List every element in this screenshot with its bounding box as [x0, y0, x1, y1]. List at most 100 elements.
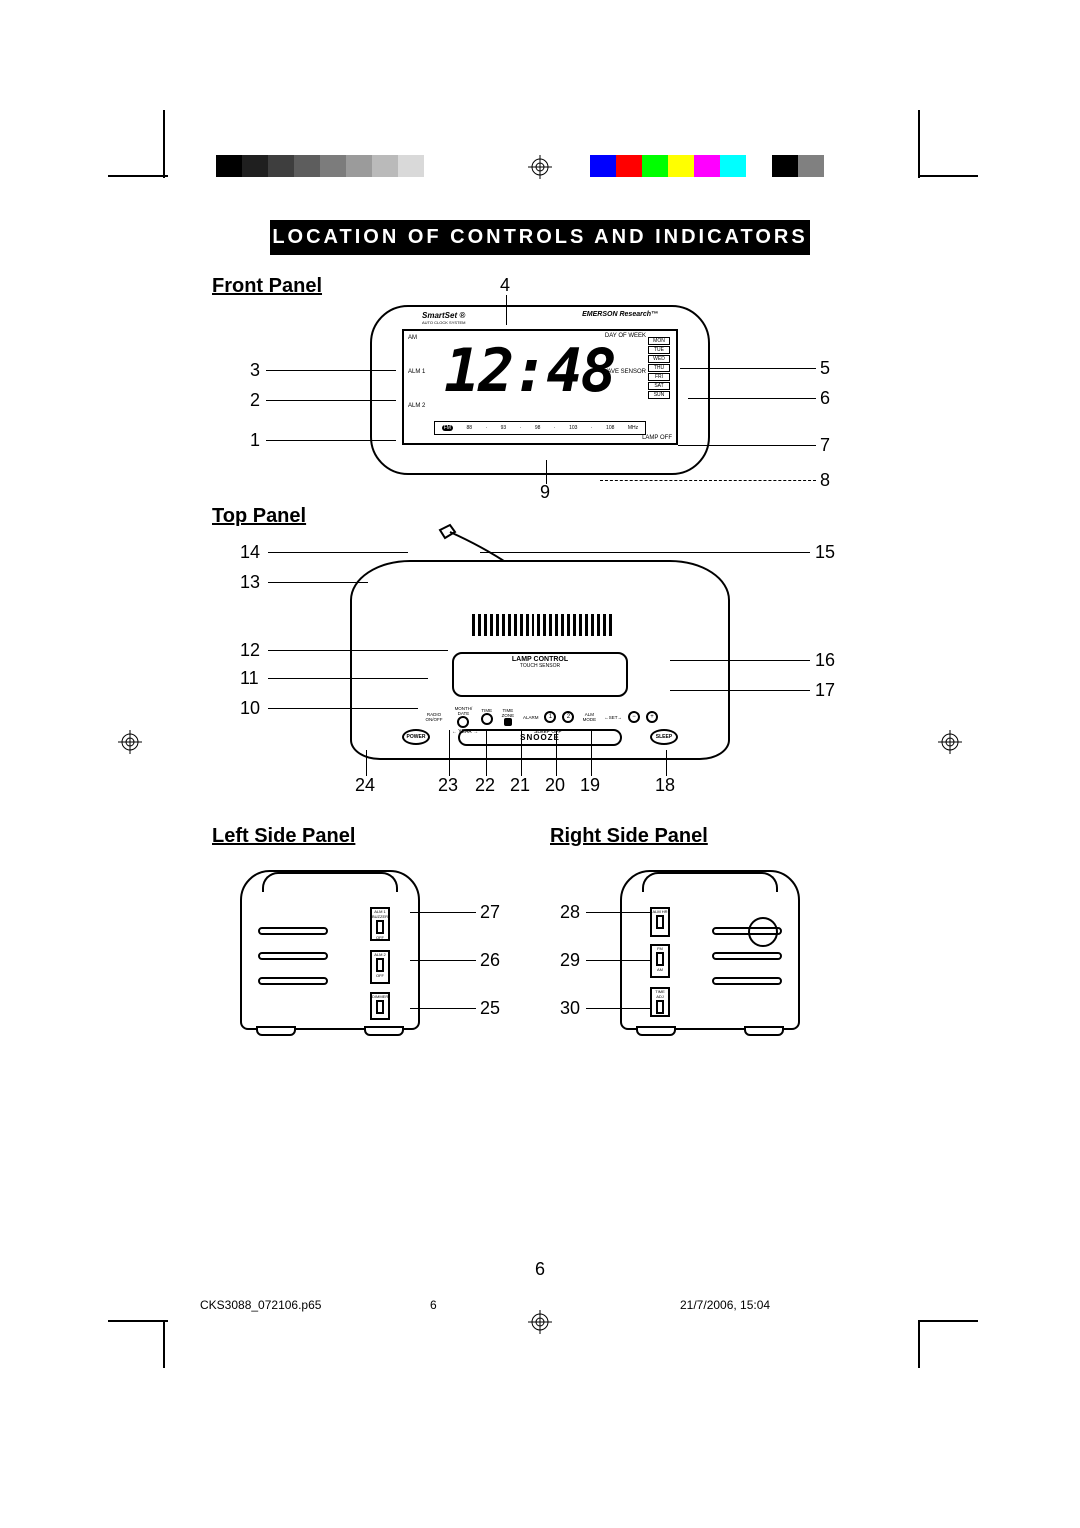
callout: 17 — [815, 680, 835, 701]
switch-timeadj: TIME ADJ — [650, 987, 670, 1017]
callout: 9 — [540, 482, 550, 503]
crop-mark — [918, 175, 978, 177]
leader — [586, 912, 652, 913]
leader — [688, 398, 816, 399]
leader — [266, 400, 396, 401]
switch-alm1: ALM 1 BUZZER OFF — [370, 907, 390, 941]
snooze-row: POWER SNOOZE SLEEP — [402, 726, 678, 748]
callout: 29 — [560, 950, 580, 971]
day-header: DAY OF WEEK — [605, 333, 646, 339]
callout: 18 — [655, 775, 675, 796]
switch-almhr: ALM HR — [650, 907, 670, 937]
am-indicator: AM — [408, 335, 417, 341]
callout: 24 — [355, 775, 375, 796]
leader — [678, 445, 816, 446]
lbl: RADIO ON/OFF — [422, 712, 446, 722]
fm-pill: FM — [442, 425, 453, 431]
switch-band: FM AM — [650, 944, 670, 978]
power-button: POWER — [402, 729, 430, 745]
callout: 14 — [240, 542, 260, 563]
calibration-graybar — [216, 155, 450, 177]
callout: 13 — [240, 572, 260, 593]
leader — [666, 750, 667, 776]
switch-alm2: ALM 2 OFF — [370, 950, 390, 984]
days-column: MONTUEWEDTHUFRISATSUN — [648, 337, 670, 399]
callout: 15 — [815, 542, 835, 563]
callout: 1 — [250, 430, 260, 451]
callout: 11 — [240, 668, 259, 689]
leader — [521, 730, 522, 776]
frequency-bar: FM 88 · 93 · 98 · 103 · 108 MHz — [434, 421, 646, 435]
leader-dashed — [600, 480, 816, 481]
leader — [670, 660, 810, 661]
leader — [366, 750, 367, 776]
footer-filename: CKS3088_072106.p65 — [200, 1298, 321, 1312]
brand-text: SmartSet ® — [422, 311, 465, 320]
freq: 93 — [501, 425, 507, 431]
callout: 26 — [480, 950, 500, 971]
lbl: ALARM — [523, 715, 539, 720]
lbl: ←SET→ — [604, 715, 622, 720]
leader — [586, 960, 652, 961]
callout: 5 — [820, 358, 830, 379]
crop-mark — [163, 110, 165, 178]
leader — [268, 650, 448, 651]
freq: 108 — [606, 425, 614, 431]
speaker-grille — [472, 614, 612, 636]
callout: 4 — [500, 275, 510, 296]
footer-page: 6 — [430, 1298, 437, 1312]
leader — [268, 708, 418, 709]
callout: 12 — [240, 640, 260, 661]
leader — [480, 552, 810, 553]
registration-mark — [118, 730, 142, 754]
leader — [556, 730, 557, 776]
callout: 22 — [475, 775, 495, 796]
front-panel-diagram: SmartSet ® AUTO CLOCK SYSTEM EMERSON Res… — [370, 305, 710, 475]
callout: 3 — [250, 360, 260, 381]
leader — [680, 368, 816, 369]
section-right-heading: Right Side Panel — [550, 825, 708, 848]
brand-smartset: SmartSet ® AUTO CLOCK SYSTEM — [422, 311, 466, 325]
section-left-heading: Left Side Panel — [212, 825, 355, 848]
page-number: 6 — [180, 1259, 900, 1280]
brand-sub: AUTO CLOCK SYSTEM — [422, 320, 466, 325]
leader — [449, 730, 450, 776]
btn-1: 1 — [544, 711, 556, 723]
crop-mark — [918, 1320, 978, 1322]
freq: 88 — [466, 425, 472, 431]
callout: 2 — [250, 390, 260, 411]
right-side-diagram: ALM HR FM AM TIME ADJ — [620, 870, 800, 1030]
alm1-indicator: ALM 1 — [408, 369, 425, 375]
registration-mark — [528, 155, 552, 179]
page-content: LOCATION OF CONTROLS AND INDICATORS Fron… — [180, 220, 900, 1280]
registration-mark — [938, 730, 962, 754]
lamp-off: LAMP OFF — [642, 435, 672, 441]
section-front-heading: Front Panel — [212, 275, 322, 298]
callout: 16 — [815, 650, 835, 671]
footer-date: 21/7/2006, 15:04 — [680, 1298, 770, 1312]
leader — [266, 440, 396, 441]
callout: 8 — [820, 470, 830, 491]
leader — [410, 912, 476, 913]
crop-mark — [108, 175, 168, 177]
calibration-colorbar — [590, 155, 824, 177]
callout: 28 — [560, 902, 580, 923]
time-digits: 12:48 — [444, 341, 615, 401]
leader — [546, 460, 547, 484]
alm2-indicator: ALM 2 — [408, 403, 425, 409]
leader — [486, 730, 487, 776]
brand-emerson: EMERSON Research™ — [582, 311, 658, 318]
lamp-control-panel: LAMP CONTROL TOUCH SENSOR — [452, 652, 628, 697]
btn-minus: − — [628, 711, 640, 723]
top-panel-diagram: LAMP CONTROL TOUCH SENSOR RADIO ON/OFF M… — [350, 520, 730, 760]
btn-2: 2 — [562, 711, 574, 723]
snooze-button: SNOOZE — [458, 729, 622, 746]
leader — [591, 730, 592, 776]
switch-dimmer: DIMMER — [370, 992, 390, 1020]
callout: 23 — [438, 775, 458, 796]
freq: 103 — [569, 425, 577, 431]
sleep-button: SLEEP — [650, 729, 678, 745]
lbl: TIME ZONE — [499, 708, 517, 718]
callout: 10 — [240, 698, 260, 719]
lbl: ALM MODE — [580, 712, 598, 722]
